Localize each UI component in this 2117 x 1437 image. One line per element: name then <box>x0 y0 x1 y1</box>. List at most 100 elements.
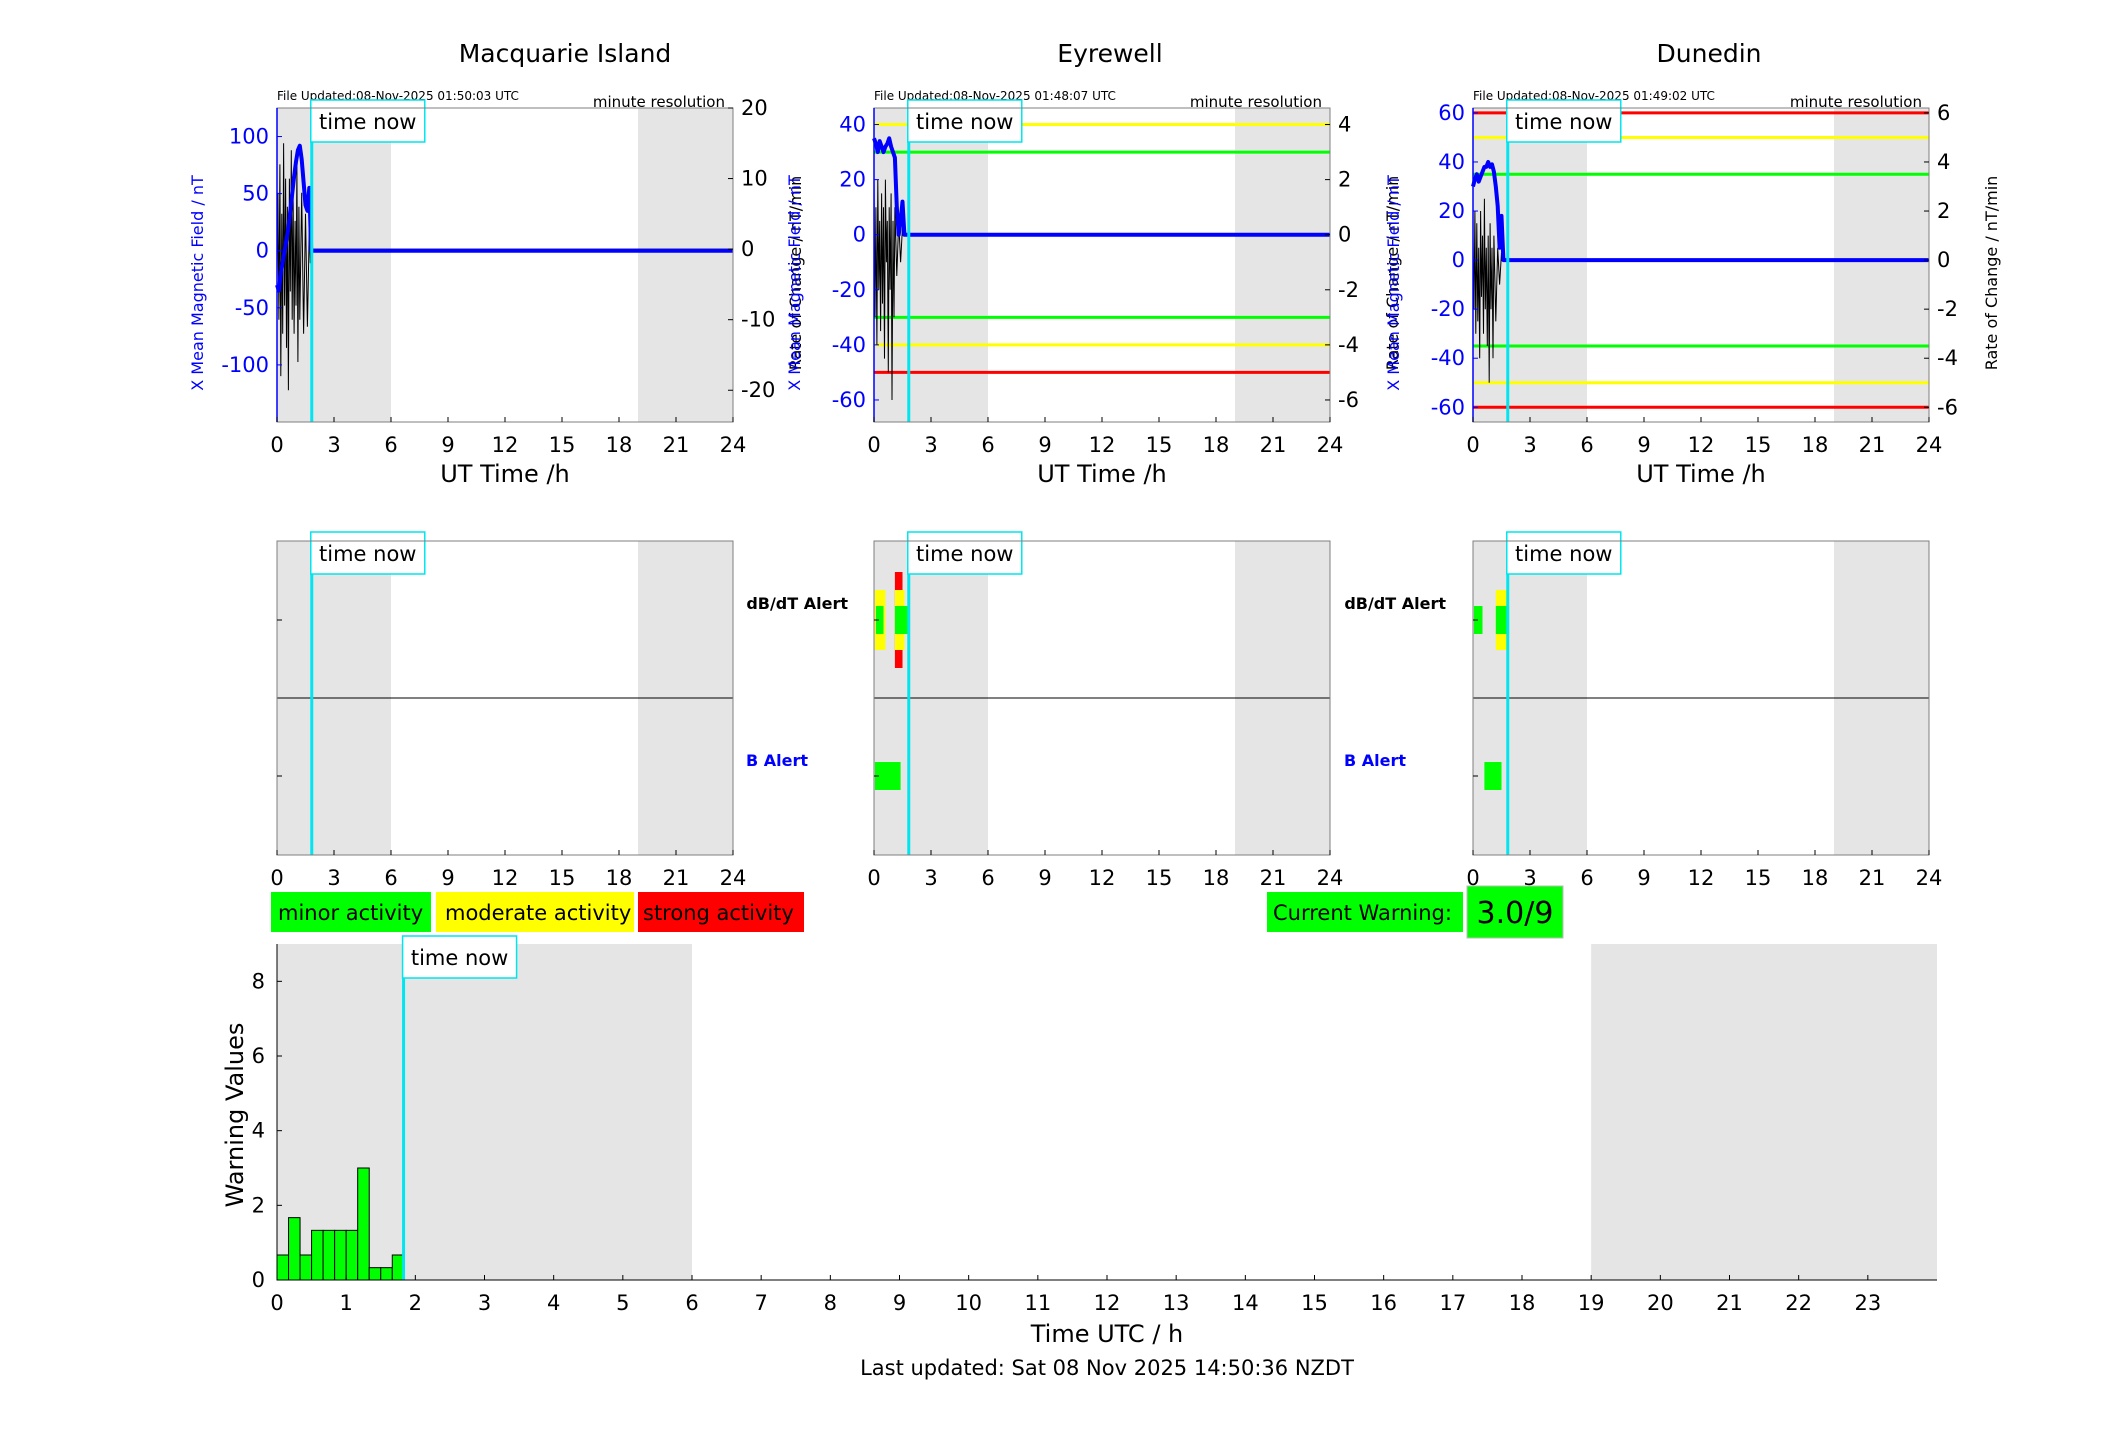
warning-bar <box>380 1267 393 1281</box>
x-tick-label: 3 <box>327 866 340 890</box>
warning-bar <box>311 1229 324 1281</box>
y-left-axis-label: X Mean Magnetic Field / nT <box>188 175 207 391</box>
b-alert-label: B Alert <box>1344 751 1406 770</box>
x-tick-label: 21 <box>1859 866 1886 890</box>
x-axis-label: UT Time /h <box>440 460 570 488</box>
resolution-text: minute resolution <box>1790 93 1922 111</box>
x-tick-label: 21 <box>1260 866 1287 890</box>
legend-moderate-label: moderate activity <box>445 901 631 925</box>
station-plot-dunedin: Dunedin File Updated:08-Nov-2025 01:49:0… <box>1384 39 2001 488</box>
x-tick-label: 15 <box>1146 433 1173 457</box>
dbdt-alert-label: dB/dT Alert <box>746 594 848 613</box>
time-now-box <box>310 531 426 575</box>
y-left-axis-label: X Mean Magnetic Field / nT <box>785 175 804 391</box>
x-tick-label: 6 <box>685 1291 698 1315</box>
x-tick-label: 14 <box>1232 1291 1259 1315</box>
x-tick-label: 15 <box>1146 866 1173 890</box>
y-left-tick-label: 60 <box>1438 101 1465 125</box>
x-tick-label: 10 <box>955 1291 982 1315</box>
x-tick-label: 9 <box>1637 433 1650 457</box>
y-left-axis-label: X Mean Magnetic Field / nT <box>1384 175 1403 391</box>
x-tick-label: 23 <box>1854 1291 1881 1315</box>
x-tick-label: 6 <box>384 866 397 890</box>
y-right-tick-label: 4 <box>1937 150 1950 174</box>
night-shade <box>1235 108 1330 422</box>
x-tick-label: 21 <box>1260 433 1287 457</box>
y-left-tick-label: 0 <box>1452 248 1465 272</box>
x-tick-label: 2 <box>409 1291 422 1315</box>
y-right-axis-label: Rate of Change / nT/min <box>1982 176 2001 371</box>
time-now-label: time now <box>916 110 1013 134</box>
x-tick-label: 18 <box>1802 866 1829 890</box>
current-warning-label: Current Warning: <box>1273 901 1452 925</box>
time-now-label: time now <box>319 542 416 566</box>
y-left-tick-label: -60 <box>1431 395 1465 419</box>
y-left-tick-label: 50 <box>242 182 269 206</box>
x-tick-label: 21 <box>1859 433 1886 457</box>
x-tick-label: 24 <box>1317 866 1344 890</box>
time-now-box <box>907 99 1023 143</box>
alert-plot-eyrewell: dB/dT Alert B Alert time now 0 3 6 9 12 15 18 21… <box>867 531 1446 890</box>
warning-bar <box>345 1229 359 1281</box>
legend-strong-swatch <box>638 892 804 932</box>
y-left-tick-label: -20 <box>1431 297 1465 321</box>
x-tick-label: 22 <box>1785 1291 1812 1315</box>
x-tick-label: 24 <box>1317 433 1344 457</box>
night-shade <box>1591 944 1937 1280</box>
x-tick-label: 9 <box>1637 866 1650 890</box>
x-tick-label: 9 <box>1038 866 1051 890</box>
y-left-tick-label: -20 <box>832 278 866 302</box>
dbdt-alert-bar <box>1473 606 1483 634</box>
x-tick-label: 6 <box>1580 866 1593 890</box>
y-left-tick-label: -50 <box>235 296 269 320</box>
current-warning: Current Warning: 3.0/9 <box>1267 885 1564 939</box>
y-tick-label: 8 <box>252 969 265 993</box>
x-tick-label: 18 <box>1509 1291 1536 1315</box>
x-tick-label: 15 <box>1745 866 1772 890</box>
warning-x-axis-label: Time UTC / h <box>1030 1320 1184 1348</box>
x-tick-label: 0 <box>1466 433 1479 457</box>
x-tick-label: 0 <box>270 1291 283 1315</box>
time-now-label: time now <box>319 110 416 134</box>
station-title: Eyrewell <box>1057 39 1162 68</box>
y-left-tick-label: 40 <box>1438 150 1465 174</box>
y-right-tick-label: -4 <box>1338 333 1359 357</box>
x-tick-label: 21 <box>663 866 690 890</box>
x-tick-label: 15 <box>549 433 576 457</box>
time-now-box <box>401 935 518 979</box>
y-left-tick-label: 20 <box>839 168 866 192</box>
x-tick-label: 3 <box>1523 866 1536 890</box>
x-tick-label: 0 <box>270 866 283 890</box>
y-left-tick-label: 40 <box>839 113 866 137</box>
current-warning-value: 3.0/9 <box>1477 896 1554 931</box>
field-line <box>275 143 733 293</box>
y-left-tick-label: -40 <box>832 333 866 357</box>
y-tick-label: 6 <box>252 1044 265 1068</box>
x-tick-label: 18 <box>1203 433 1230 457</box>
y-left-tick-label: 20 <box>1438 199 1465 223</box>
y-right-tick-label: -20 <box>741 378 775 402</box>
y-right-axis-label: Rate of Change / nT/min <box>786 176 805 371</box>
warning-bar <box>288 1217 301 1281</box>
x-tick-label: 0 <box>1466 866 1479 890</box>
rate-of-change-line <box>873 179 1330 401</box>
x-tick-label: 21 <box>663 433 690 457</box>
y-right-tick-label: 0 <box>1937 248 1950 272</box>
field-line <box>1471 160 1929 263</box>
x-tick-label: 24 <box>1916 866 1943 890</box>
x-axis-label: UT Time /h <box>1636 460 1766 488</box>
time-now-label: time now <box>1515 110 1612 134</box>
field-line <box>872 136 1330 237</box>
y-right-tick-label: 20 <box>741 96 768 120</box>
activity-legend: minor activity moderate activity strong … <box>271 892 804 932</box>
time-now-box <box>907 531 1023 575</box>
x-tick-label: 12 <box>1089 433 1116 457</box>
b-alert-bar <box>1484 762 1502 790</box>
resolution-text: minute resolution <box>1190 93 1322 111</box>
y-right-tick-label: 0 <box>1338 223 1351 247</box>
x-tick-label: 19 <box>1578 1291 1605 1315</box>
x-tick-label: 3 <box>1523 433 1536 457</box>
current-warning-value-box <box>1466 885 1564 939</box>
y-right-tick-label: -6 <box>1338 388 1359 412</box>
